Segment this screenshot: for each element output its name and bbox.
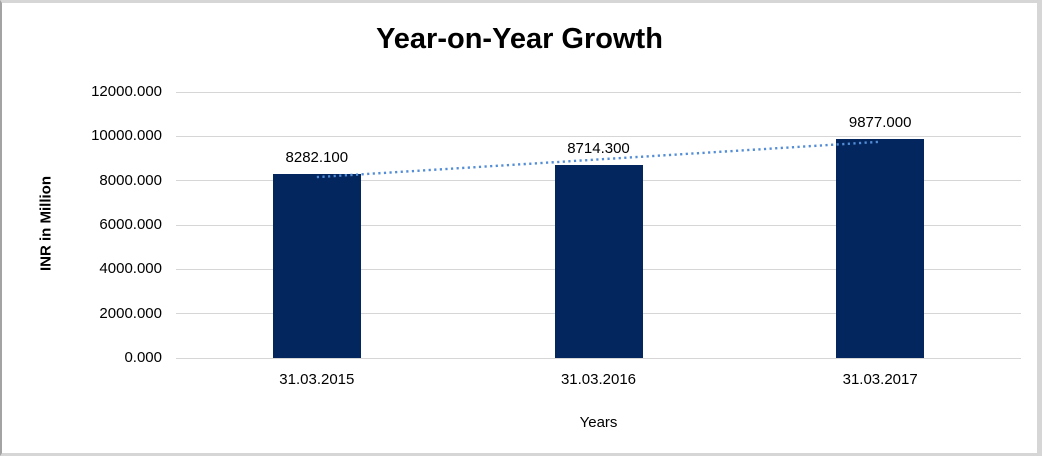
bar bbox=[272, 174, 361, 358]
gridline bbox=[176, 91, 1021, 93]
x-axis-title: Years bbox=[579, 414, 618, 431]
y-tick-label: 4000.000 bbox=[99, 260, 162, 278]
x-tick-label: 31.03.2015 bbox=[279, 371, 355, 388]
y-tick-label: 6000.000 bbox=[99, 216, 162, 233]
gridline bbox=[176, 357, 1021, 359]
bar bbox=[554, 164, 643, 358]
y-tick-label: 0.000 bbox=[124, 349, 162, 366]
y-tick-label: 12000.000 bbox=[91, 83, 162, 100]
bar bbox=[836, 139, 925, 358]
y-tick-label: 10000.000 bbox=[91, 127, 162, 145]
gridline bbox=[176, 135, 1021, 137]
x-tick-label: 31.03.2017 bbox=[842, 371, 918, 388]
y-tick-label: 2000.000 bbox=[99, 304, 162, 322]
y-tick-label: 8000.000 bbox=[99, 171, 162, 189]
bar-value-label: 8714.300 bbox=[567, 139, 630, 157]
bar-value-label: 8282.100 bbox=[285, 149, 349, 167]
chart-title: Year-on-Year Growth bbox=[376, 23, 663, 55]
trendline bbox=[316, 140, 881, 179]
bar-value-label: 9877.000 bbox=[848, 114, 912, 132]
x-tick-label: 31.03.2016 bbox=[560, 371, 637, 388]
